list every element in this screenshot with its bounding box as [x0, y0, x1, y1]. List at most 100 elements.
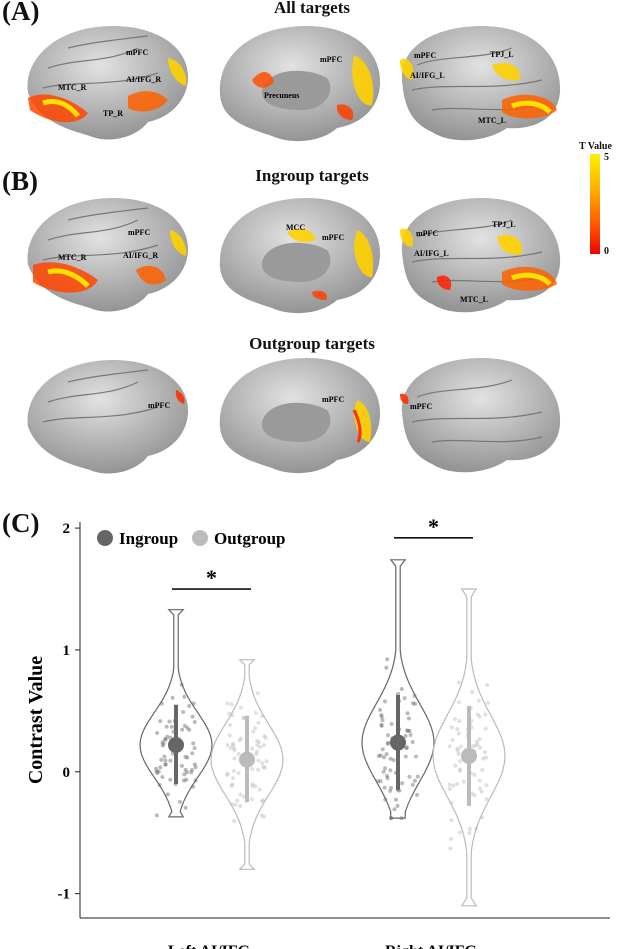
jitter-point	[191, 701, 196, 706]
brain-lateral-right-ingroup: mPFC MTC_R AI/IFG_R	[27, 198, 189, 312]
jitter-point	[474, 826, 479, 831]
jitter-point	[405, 728, 410, 733]
jitter-point	[415, 792, 420, 797]
jitter-point	[388, 788, 393, 793]
legend-label-outgroup: Outgroup	[214, 529, 286, 548]
jitter-point	[227, 722, 232, 727]
jitter-point	[260, 761, 265, 766]
jitter-point	[389, 721, 394, 726]
jitter-point	[253, 711, 258, 716]
jitter-point	[475, 712, 480, 717]
jitter-point	[383, 699, 388, 704]
jitter-point	[381, 769, 386, 774]
jitter-point	[455, 748, 460, 753]
jitter-point	[447, 744, 452, 749]
jitter-point	[383, 766, 388, 771]
jitter-point	[189, 770, 194, 775]
jitter-point	[168, 777, 173, 782]
jitter-point	[457, 718, 462, 723]
jitter-point	[400, 781, 405, 786]
jitter-point	[253, 784, 258, 789]
brain-medial-outgroup: mPFC	[219, 358, 381, 474]
mean-point-ingroup	[390, 734, 406, 751]
brain-label: mPFC	[410, 402, 432, 411]
jitter-point	[481, 756, 486, 761]
colorbar-title: T Value	[579, 141, 612, 152]
brain-lateral-left-ingroup: mPFC AI/IFG_L TPJ_L MTC_L	[400, 198, 561, 313]
jitter-point	[262, 734, 267, 739]
jitter-point	[159, 701, 164, 706]
jitter-point	[232, 748, 237, 753]
panel-letter-c: (C)	[2, 508, 40, 538]
brain-label: AI/IFG_R	[123, 251, 158, 260]
jitter-point	[456, 731, 461, 736]
jitter-point	[378, 779, 383, 784]
jitter-point	[410, 701, 415, 706]
jitter-point	[250, 782, 255, 787]
jitter-point	[232, 756, 237, 761]
x-category-label: Right AI/IFG	[385, 943, 478, 949]
jitter-point	[477, 714, 482, 719]
jitter-point	[190, 751, 195, 756]
jitter-point	[178, 799, 183, 804]
jitter-point	[163, 737, 168, 742]
jitter-point	[385, 657, 390, 662]
jitter-point	[251, 729, 256, 734]
jitter-point	[253, 726, 258, 731]
jitter-point	[231, 743, 236, 748]
jitter-point	[229, 802, 234, 807]
jitter-point	[383, 797, 388, 802]
jitter-point	[261, 798, 266, 803]
jitter-point	[263, 735, 268, 740]
colorbar	[590, 154, 600, 254]
jitter-point	[474, 739, 479, 744]
jitter-point	[456, 680, 461, 685]
jitter-point	[241, 715, 246, 720]
jitter-point	[470, 791, 475, 796]
jitter-point	[261, 743, 266, 748]
jitter-point	[193, 765, 198, 770]
jitter-point	[410, 740, 415, 745]
jitter-point	[484, 755, 489, 760]
jitter-point	[382, 785, 387, 790]
violin-outgroup-1	[432, 588, 506, 907]
jitter-point	[164, 724, 169, 729]
brain-medial-ingroup: MCC mPFC	[219, 198, 381, 314]
jitter-point	[379, 723, 384, 728]
jitter-point	[190, 714, 195, 719]
brain-label: AI/IFG_L	[414, 249, 449, 258]
jitter-point	[403, 754, 408, 759]
jitter-point	[449, 818, 454, 823]
jitter-point	[396, 691, 401, 696]
jitter-point	[179, 763, 184, 768]
jitter-point	[477, 778, 482, 783]
jitter-point	[237, 738, 242, 743]
jitter-point	[379, 714, 384, 719]
brain-lateral-right-outgroup: mPFC	[27, 360, 189, 474]
jitter-point	[399, 816, 404, 821]
jitter-point	[156, 769, 161, 774]
legend-marker-outgroup	[192, 530, 208, 546]
jitter-point	[230, 776, 235, 781]
jitter-point	[405, 711, 410, 716]
jitter-point	[475, 742, 480, 747]
jitter-point	[232, 746, 237, 751]
jitter-point	[183, 767, 188, 772]
jitter-point	[250, 746, 255, 751]
jitter-point	[260, 714, 265, 719]
jitter-point	[403, 734, 408, 739]
brain-label: Precuneus	[264, 91, 299, 100]
jitter-point	[457, 767, 462, 772]
jitter-point	[486, 700, 491, 705]
mean-point-outgroup	[239, 751, 255, 768]
jitter-point	[484, 797, 489, 802]
jitter-point	[191, 741, 196, 746]
jitter-point	[236, 751, 241, 756]
jitter-point	[235, 798, 240, 803]
jitter-point	[406, 728, 411, 733]
y-tick-label: -1	[58, 887, 71, 903]
jitter-point	[406, 716, 411, 721]
jitter-point	[381, 755, 386, 760]
jitter-point	[458, 768, 463, 773]
brain-label: mPFC	[320, 55, 342, 64]
